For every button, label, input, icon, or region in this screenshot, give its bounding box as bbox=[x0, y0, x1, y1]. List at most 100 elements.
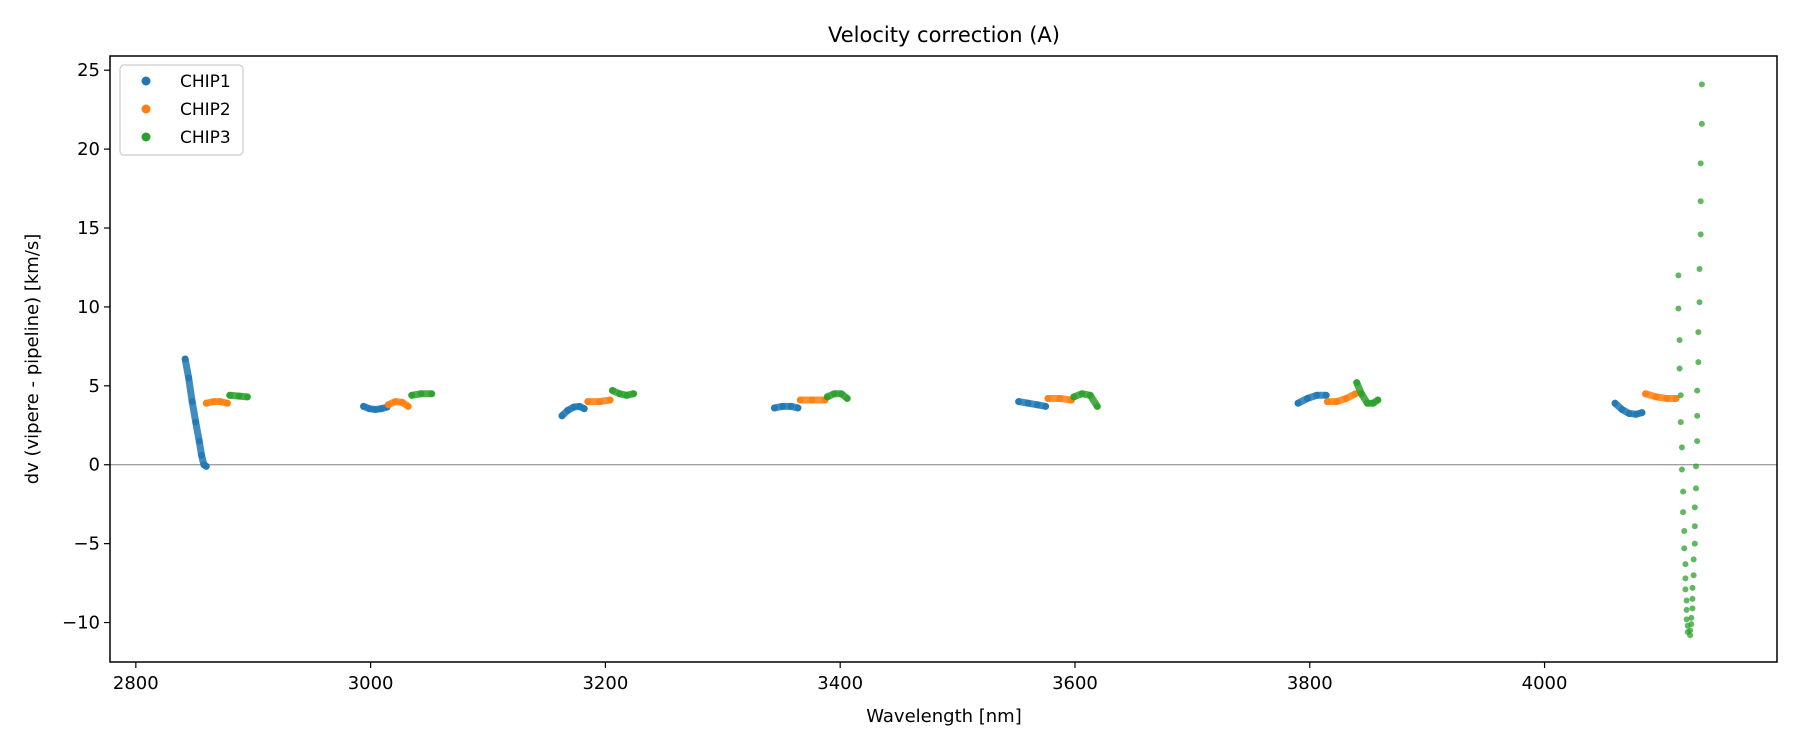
data-point bbox=[843, 395, 851, 402]
data-point bbox=[1684, 629, 1691, 636]
x-tick-label: 3400 bbox=[817, 673, 863, 694]
x-tick-label: 3200 bbox=[582, 673, 628, 694]
y-tick-label: 0 bbox=[89, 455, 100, 476]
data-point bbox=[428, 390, 436, 398]
data-point bbox=[630, 390, 637, 398]
data-point bbox=[596, 398, 603, 406]
data-point bbox=[558, 412, 566, 420]
data-point bbox=[1642, 390, 1649, 398]
data-point bbox=[1697, 198, 1704, 205]
data-marks bbox=[110, 81, 1777, 639]
data-point bbox=[1684, 622, 1691, 629]
data-point bbox=[1304, 395, 1311, 402]
data-point bbox=[216, 398, 224, 406]
data-point bbox=[1056, 395, 1064, 402]
data-point bbox=[787, 402, 795, 410]
data-point bbox=[1034, 401, 1041, 409]
data-point bbox=[1689, 595, 1696, 602]
data-point bbox=[796, 396, 804, 404]
data-point bbox=[1683, 597, 1690, 604]
data-point bbox=[609, 387, 616, 394]
data-point bbox=[1024, 399, 1032, 407]
data-point bbox=[1677, 419, 1684, 426]
data-point bbox=[830, 390, 838, 398]
x-tick-label: 3000 bbox=[348, 673, 394, 694]
data-point bbox=[584, 398, 592, 406]
data-point bbox=[198, 451, 205, 459]
data-point bbox=[1676, 337, 1683, 344]
x-tick-label: 3800 bbox=[1287, 673, 1333, 694]
data-point bbox=[1695, 329, 1702, 336]
legend-label: CHIP1 bbox=[180, 72, 231, 92]
segment-line bbox=[770, 402, 802, 412]
data-point bbox=[1333, 398, 1341, 406]
data-point bbox=[1663, 395, 1671, 402]
series-chip2 bbox=[202, 390, 1680, 410]
legend: CHIP1 CHIP2 CHIP3 bbox=[119, 64, 244, 156]
data-point bbox=[1625, 410, 1633, 417]
x-tick-label: 3600 bbox=[1052, 673, 1098, 694]
data-point bbox=[1682, 586, 1689, 593]
segment-line bbox=[1294, 391, 1330, 407]
data-point bbox=[192, 418, 200, 426]
data-point bbox=[1696, 266, 1703, 273]
plot-frame bbox=[109, 55, 1778, 663]
segment-line bbox=[823, 390, 851, 402]
data-point bbox=[1697, 231, 1704, 238]
data-point bbox=[226, 391, 234, 399]
data-point bbox=[1611, 399, 1619, 407]
data-point bbox=[1044, 395, 1052, 402]
data-point bbox=[1652, 393, 1660, 401]
data-point bbox=[1093, 402, 1101, 410]
data-point bbox=[181, 355, 189, 363]
data-point bbox=[1689, 605, 1696, 612]
data-point bbox=[1632, 410, 1640, 418]
data-point bbox=[185, 374, 193, 382]
data-point bbox=[1086, 391, 1094, 399]
data-point bbox=[1322, 391, 1330, 399]
data-point bbox=[606, 396, 614, 404]
data-point bbox=[580, 405, 588, 413]
data-point bbox=[1698, 120, 1705, 127]
data-point bbox=[360, 402, 367, 410]
data-point bbox=[1694, 438, 1701, 445]
data-point bbox=[1015, 398, 1023, 406]
data-point bbox=[391, 398, 399, 406]
segment-line bbox=[202, 398, 231, 407]
data-point bbox=[408, 391, 416, 399]
data-point bbox=[1680, 509, 1687, 516]
data-point bbox=[1682, 561, 1689, 568]
data-point bbox=[1692, 485, 1699, 492]
data-point bbox=[1323, 398, 1331, 406]
segment-line bbox=[1642, 390, 1680, 402]
y-tick-label: 20 bbox=[77, 139, 100, 160]
segment-line bbox=[1015, 398, 1050, 410]
data-point bbox=[1677, 392, 1684, 399]
data-point bbox=[1363, 399, 1371, 407]
legend-label: CHIP2 bbox=[180, 100, 231, 120]
data-point bbox=[623, 391, 630, 399]
data-point bbox=[794, 404, 802, 412]
data-point bbox=[371, 406, 379, 413]
legend-marker bbox=[141, 76, 151, 86]
series-chip1 bbox=[181, 355, 1646, 470]
data-point bbox=[1078, 390, 1086, 398]
x-tick-label: 4000 bbox=[1522, 673, 1568, 694]
legend-marker bbox=[141, 132, 151, 142]
data-point bbox=[195, 437, 203, 445]
data-point bbox=[570, 403, 578, 411]
data-point bbox=[779, 402, 787, 410]
data-point bbox=[1691, 523, 1698, 530]
data-point bbox=[202, 399, 210, 407]
data-point bbox=[1638, 409, 1646, 417]
data-point bbox=[1697, 160, 1704, 167]
data-point bbox=[384, 401, 392, 409]
data-point bbox=[1358, 390, 1365, 398]
data-point bbox=[1698, 81, 1705, 88]
data-point bbox=[1678, 466, 1685, 473]
segment-line bbox=[384, 398, 412, 410]
series-chip3 bbox=[226, 81, 1705, 639]
legend-marker bbox=[141, 104, 151, 114]
data-point bbox=[1675, 305, 1682, 312]
